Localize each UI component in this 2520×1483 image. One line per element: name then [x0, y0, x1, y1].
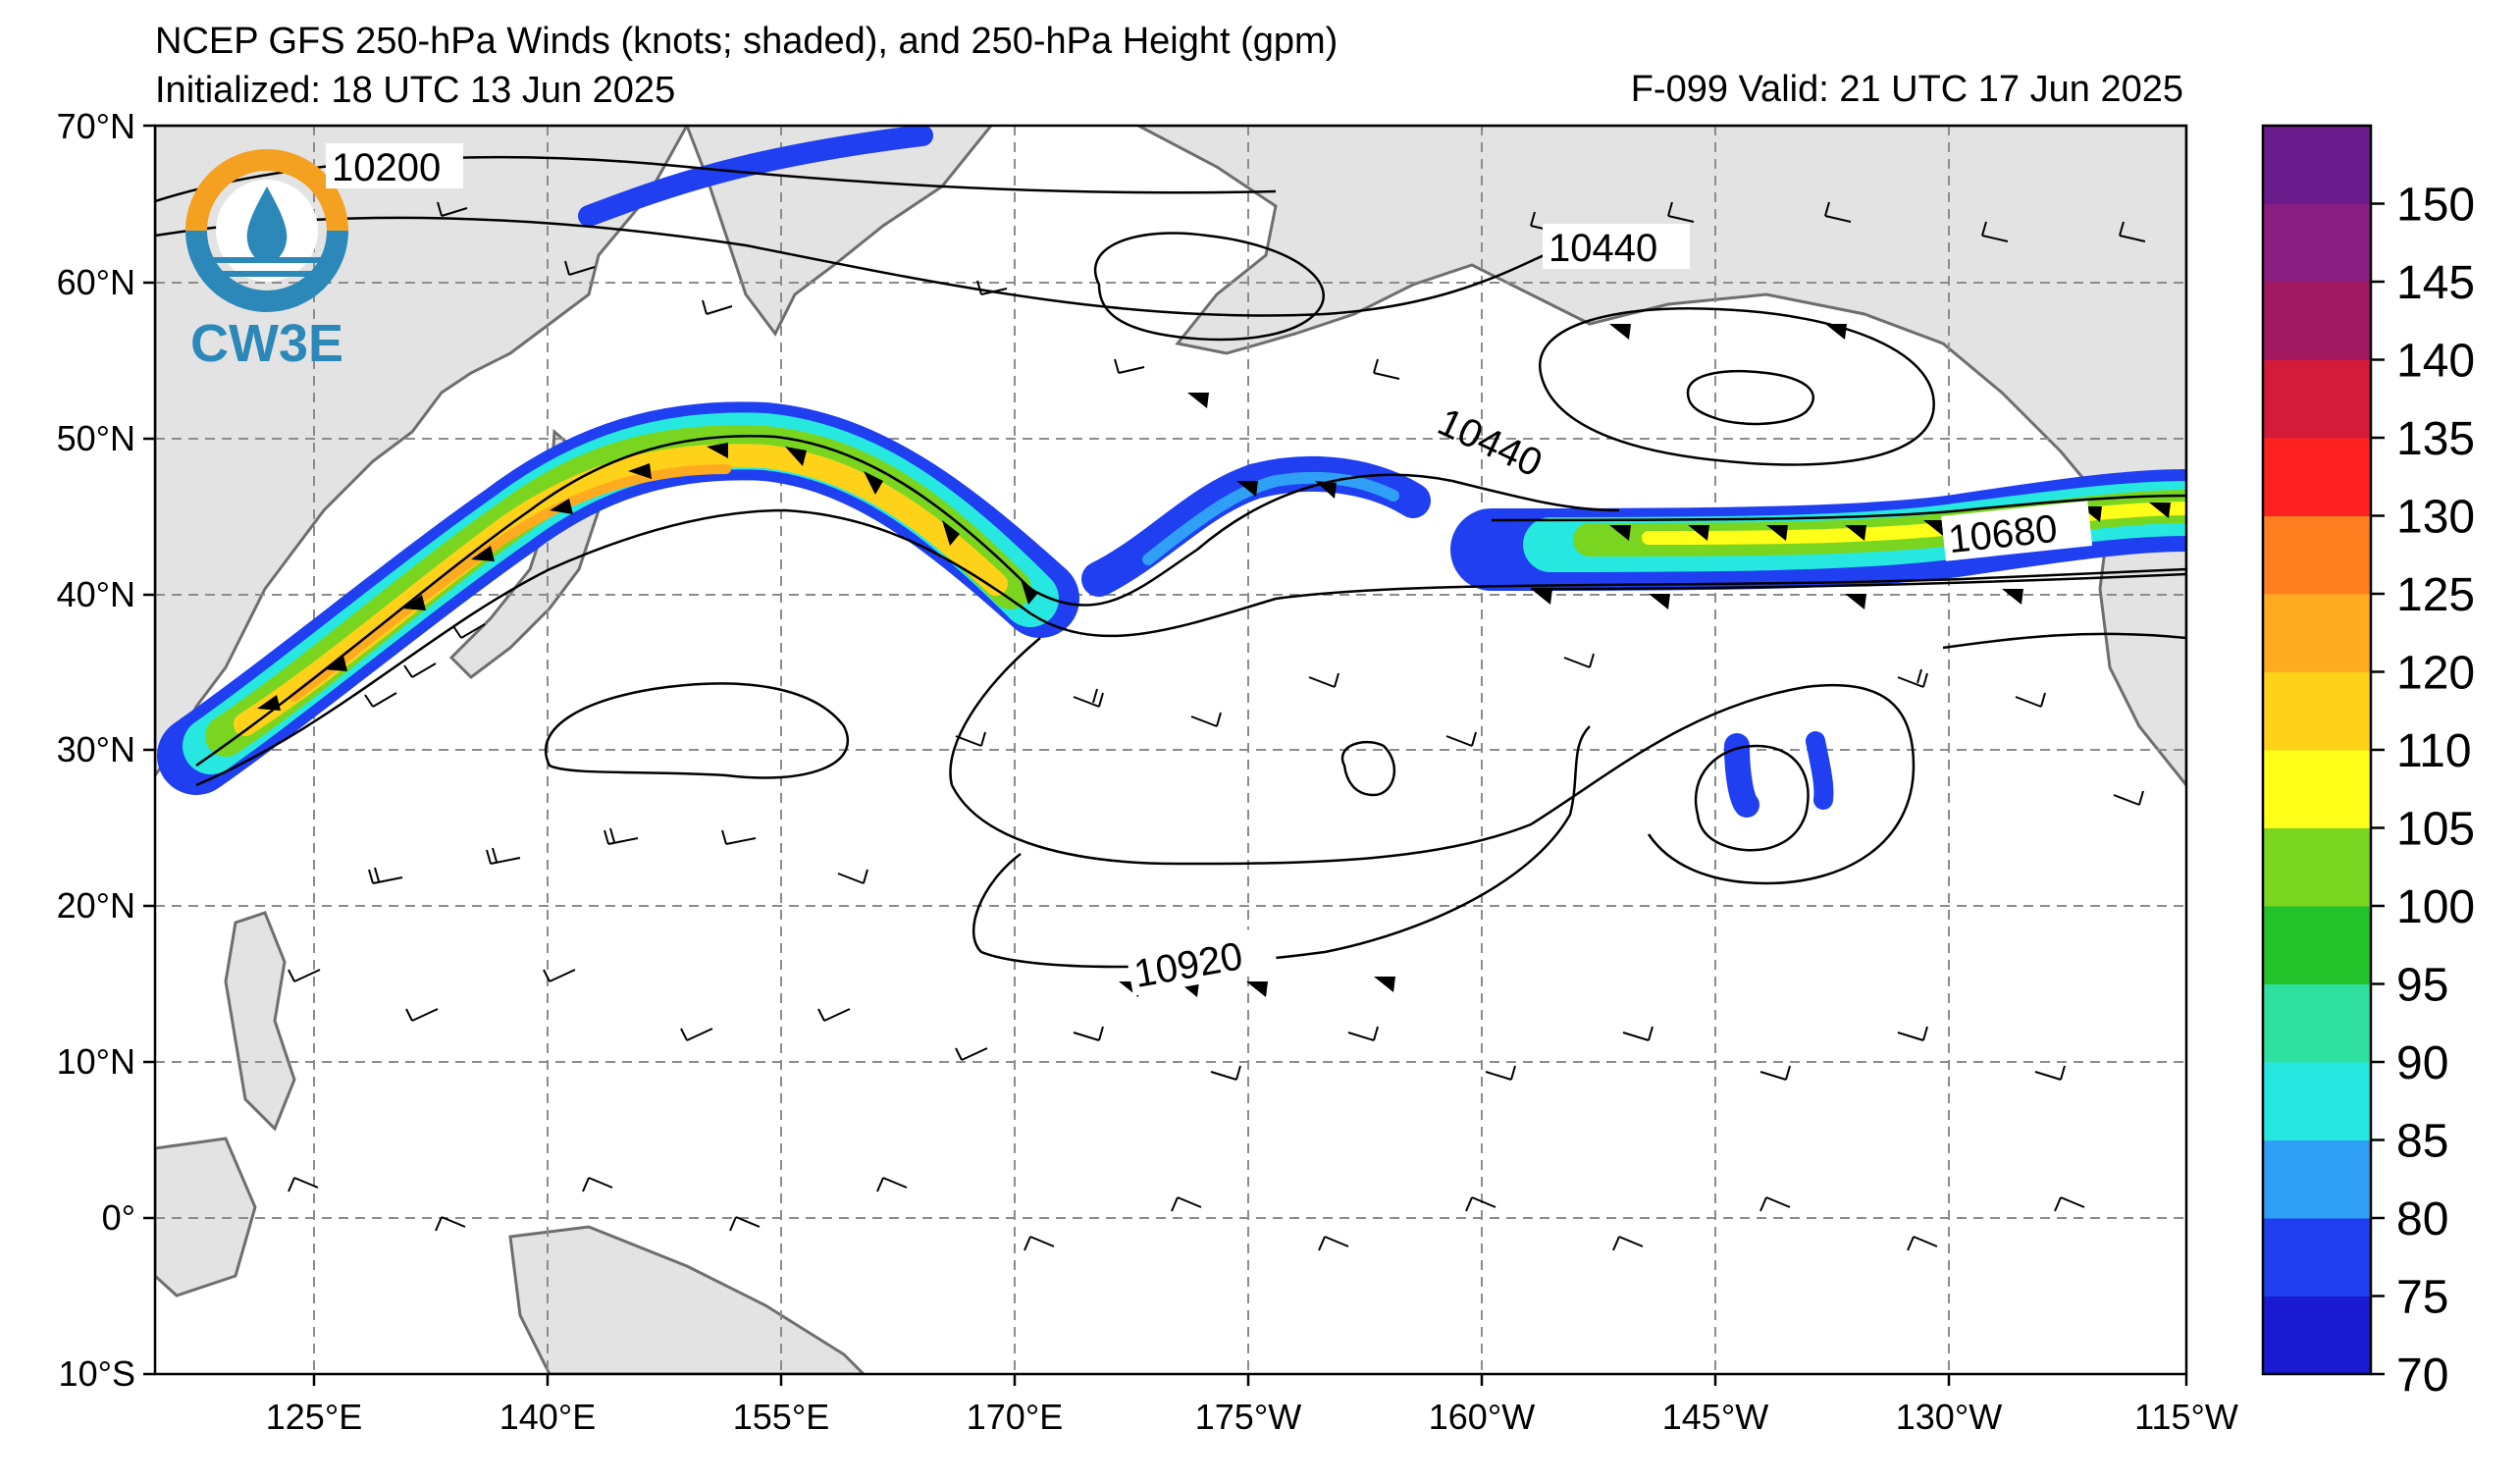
- colorbar-label: 70: [2396, 1350, 2448, 1402]
- contour-low-gulf: [1539, 307, 1935, 466]
- land-north-america: [2098, 508, 2186, 788]
- colorbar-label: 95: [2396, 960, 2448, 1012]
- lon-label: 130°W: [1896, 1397, 2002, 1437]
- colorbar-label: 145: [2396, 257, 2475, 309]
- contour-east-mid: [1942, 632, 2186, 650]
- colorbar-label: 80: [2396, 1193, 2448, 1245]
- colorbar-label: 130: [2396, 492, 2475, 544]
- colorbar-label: 90: [2396, 1037, 2448, 1089]
- colorbar-band: [2263, 438, 2371, 516]
- colorbar-label: 75: [2396, 1272, 2448, 1324]
- colorbar-band: [2263, 827, 2371, 907]
- contour-subtropical: [949, 637, 1916, 885]
- contour-label: 10440: [1549, 227, 1657, 270]
- colorbar-band: [2263, 1218, 2371, 1297]
- colorbar-band: [2263, 906, 2371, 984]
- colorbar-band: [2263, 203, 2371, 283]
- colorbar-label: 150: [2396, 180, 2475, 232]
- lon-label: 125°E: [266, 1397, 362, 1437]
- lat-label: 20°N: [57, 885, 135, 926]
- lon-label: 140°E: [499, 1397, 596, 1437]
- height-contours: [155, 155, 2186, 969]
- colorbar-band: [2263, 983, 2371, 1063]
- colorbar-band: [2263, 282, 2371, 360]
- contour-north: [155, 216, 1571, 317]
- init-time: Initialized: 18 UTC 13 Jun 2025: [155, 70, 676, 111]
- colorbar-band: [2263, 359, 2371, 439]
- colorbar-labels: 70 75 80 85 90 95 100 105 110 120 125 130 135 140 145 1…: [2371, 180, 2475, 1402]
- lon-label: 175°W: [1195, 1397, 1301, 1437]
- lat-label: 10°N: [57, 1041, 135, 1082]
- colorbar-band: [2263, 1062, 2371, 1140]
- lon-axis: 125°E 140°E 155°E 170°E 175°W 160°W 145°…: [266, 1397, 2238, 1437]
- lat-axis: 70°N 60°N 50°N 40°N 30°N 20°N 10°N 0° 10…: [57, 106, 135, 1394]
- colorbar-band: [2263, 1139, 2371, 1219]
- contour-east-south: [1530, 572, 2186, 591]
- jet-west-max: [289, 464, 731, 702]
- contour-jet-south: [195, 508, 2186, 787]
- colorbar-label: 120: [2396, 648, 2475, 700]
- colorbar-band: [2263, 594, 2371, 672]
- logo-teal-arc: [185, 230, 348, 312]
- contour-10440: [195, 435, 1620, 768]
- water-drop-icon: [246, 186, 288, 263]
- contour-10920: [971, 725, 1591, 969]
- map-area: CW3E 10200 10440 10440 10680 10920: [155, 126, 2186, 1374]
- colorbar-label: 125: [2396, 569, 2475, 621]
- map-title: NCEP GFS 250-hPa Winds (knots; shaded), …: [155, 21, 1339, 62]
- lon-label: 170°E: [967, 1397, 1063, 1437]
- lon-label: 115°W: [2134, 1397, 2238, 1437]
- colorbar-label: 85: [2396, 1116, 2448, 1168]
- contour-low-gulf-inner: [1686, 369, 1814, 426]
- colorbar-band: [2263, 671, 2371, 751]
- jet-alaska-strip: [578, 126, 933, 227]
- contour-label: 10200: [332, 146, 441, 189]
- wind-barbs: [288, 201, 2146, 1251]
- contour-low-south-west: [544, 682, 850, 779]
- valid-time: F-099 Valid: 21 UTC 17 Jun 2025: [1630, 69, 2183, 110]
- logo-orange-arc: [185, 149, 348, 232]
- land-alaska: [1137, 126, 2186, 552]
- land-new-guinea: [508, 1225, 866, 1374]
- colorbar-label: 105: [2396, 804, 2475, 856]
- lat-label: 0°: [102, 1197, 135, 1238]
- lon-label: 155°E: [733, 1397, 829, 1437]
- jet-mid-inner: [1142, 471, 1399, 565]
- contour-high-east: [1694, 744, 1810, 852]
- colorbar-band: [2263, 750, 2371, 828]
- land-philippines: [224, 911, 296, 1132]
- lat-label: 40°N: [57, 574, 135, 614]
- colorbar-band: [2263, 515, 2371, 595]
- jet-subtropical-blob: [1724, 733, 1759, 818]
- colorbar-band: [2263, 126, 2371, 204]
- lat-label: 10°S: [59, 1353, 135, 1394]
- lat-label: 70°N: [57, 106, 135, 146]
- lon-ticks: [312, 1374, 2188, 1386]
- colorbar-label: 110: [2396, 725, 2472, 777]
- lon-label: 160°W: [1429, 1397, 1535, 1437]
- colorbar: [2263, 126, 2371, 1375]
- colorbar-label: 140: [2396, 336, 2475, 388]
- jet-subtropical-blob-2: [1806, 731, 1834, 810]
- cw3e-logo: CW3E: [185, 149, 348, 373]
- colorbar-label: 100: [2396, 881, 2475, 933]
- lat-ticks: [143, 124, 155, 1376]
- lon-label: 145°W: [1662, 1397, 1768, 1437]
- contour-low-kamchatka: [1093, 232, 1325, 342]
- flag-barbs: [257, 324, 2171, 997]
- lat-label: 30°N: [57, 729, 135, 769]
- colorbar-band: [2263, 1296, 2371, 1375]
- logo-text: CW3E: [190, 314, 343, 373]
- lat-label: 50°N: [57, 418, 135, 458]
- contour-label-group: 10200 10440 10440 10680 10920: [326, 143, 2093, 996]
- contour-high-ring: [1340, 740, 1395, 797]
- colorbar-label: 135: [2396, 413, 2475, 465]
- contour-10680: [1491, 494, 2186, 522]
- lat-label: 60°N: [57, 262, 135, 302]
